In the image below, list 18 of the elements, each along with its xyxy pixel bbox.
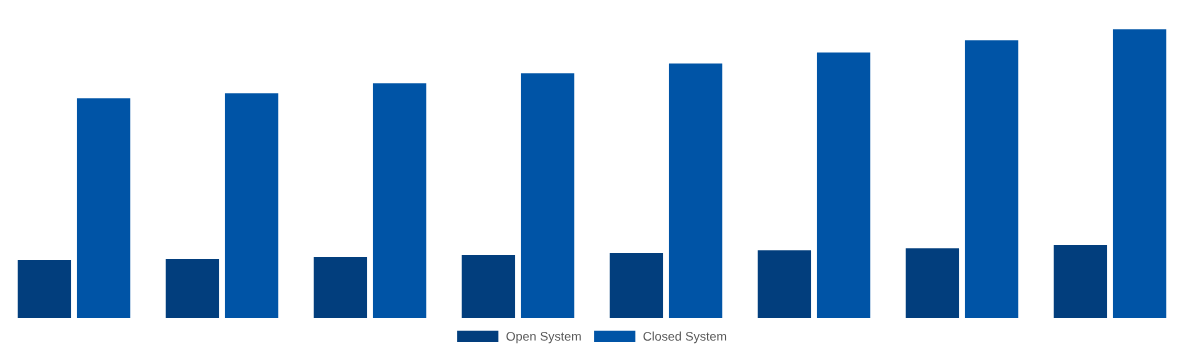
bar bbox=[668, 63, 723, 318]
bar bbox=[76, 98, 131, 318]
bar bbox=[461, 255, 516, 318]
bar bbox=[520, 73, 575, 318]
bar bbox=[372, 83, 427, 318]
bar bbox=[757, 250, 812, 318]
bar bbox=[905, 248, 960, 318]
bar bbox=[313, 257, 368, 318]
bar bbox=[609, 253, 664, 318]
legend-label: Closed System bbox=[643, 331, 727, 344]
bar bbox=[1053, 244, 1108, 318]
bar bbox=[17, 259, 72, 318]
bar bbox=[964, 40, 1019, 318]
bar bbox=[165, 259, 220, 318]
bar bbox=[1112, 29, 1167, 318]
bar bbox=[224, 93, 279, 318]
bar bbox=[816, 52, 871, 318]
legend-label: Open System bbox=[506, 331, 581, 344]
